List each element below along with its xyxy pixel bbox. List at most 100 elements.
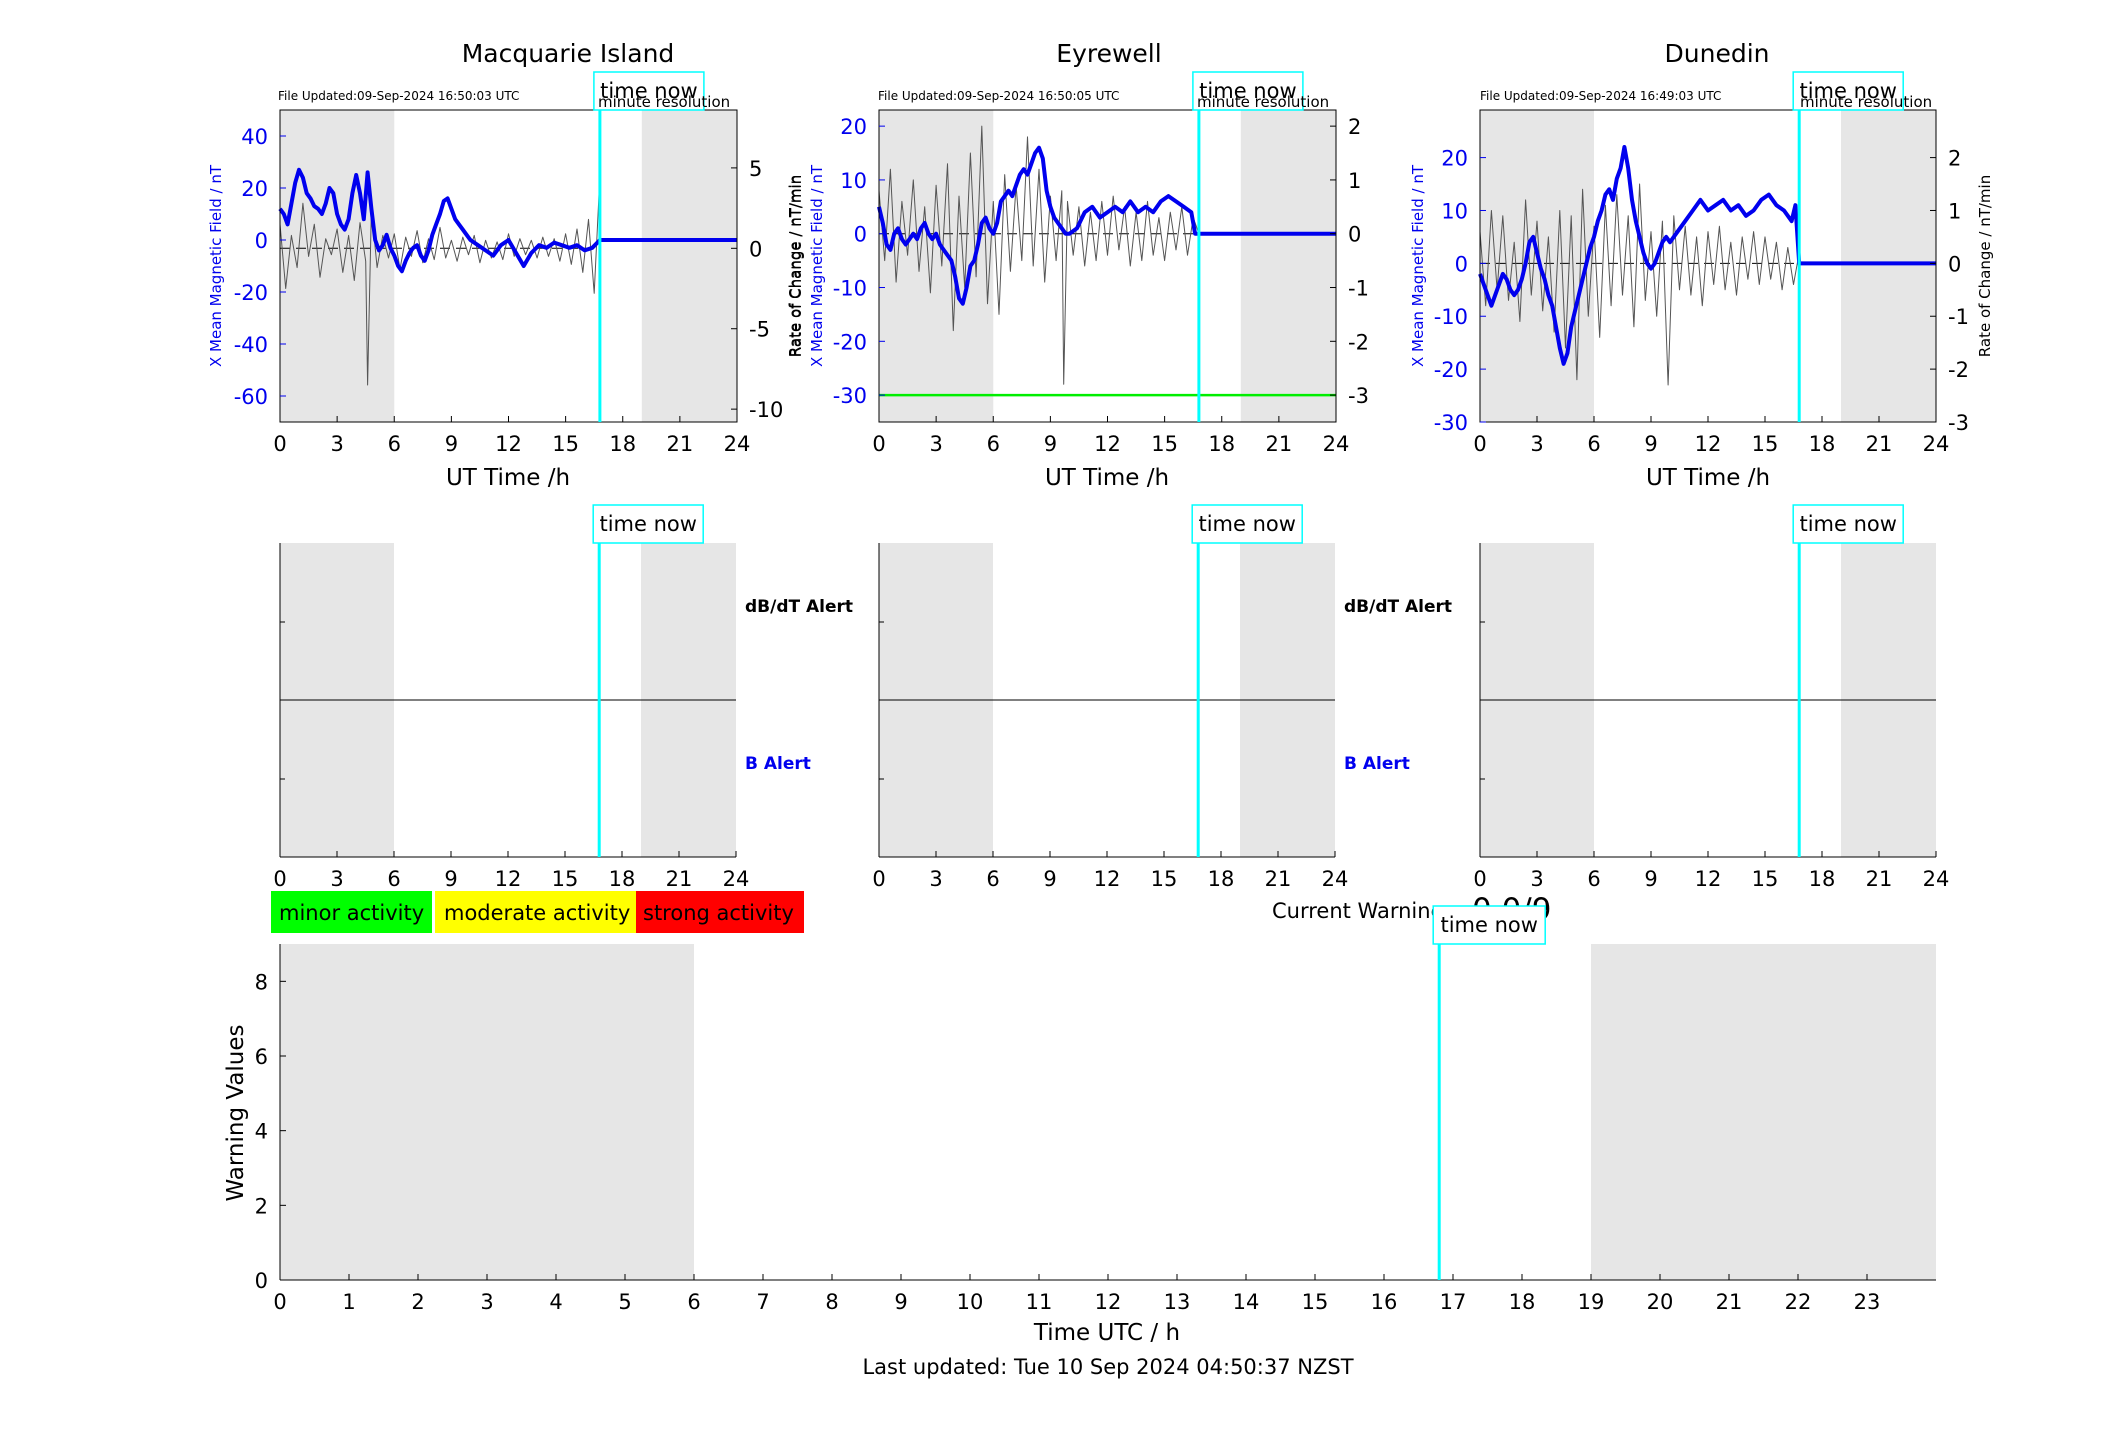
x-tick-label: 10 [957, 1290, 984, 1314]
x-tick-label: 2 [411, 1290, 424, 1314]
time-now-box: time now [1792, 71, 1904, 111]
right-y-tick-label: 2 [1948, 147, 1961, 171]
right-y-tick-label: -1 [1948, 305, 1969, 329]
time-now-frame [1792, 71, 1904, 111]
right-y-tick-label: 2 [1348, 115, 1361, 139]
x-tick-label: 0 [872, 867, 885, 891]
x-tick-label: 3 [480, 1290, 493, 1314]
left-y-axis-ticks: -60 -40 -20 0 20 40 [234, 125, 286, 409]
x-tick-label: 12 [495, 867, 522, 891]
x-axis-label: UT Time /h [1646, 465, 1770, 491]
file-updated-text: File Updated:09-Sep-2024 16:50:05 UTC [878, 89, 1119, 103]
x-tick-label: 17 [1440, 1290, 1467, 1314]
x-tick-label: 12 [495, 432, 522, 456]
x-tick-label: 19 [1578, 1290, 1605, 1314]
x-tick-label: 6 [987, 432, 1000, 456]
x-axis-ticks: 0 3 6 9 12 15 18 21 24 [872, 851, 1348, 891]
x-tick-label: 7 [756, 1290, 769, 1314]
right-y-tick-label: -2 [1348, 330, 1369, 354]
x-tick-label: 21 [1265, 867, 1292, 891]
time-now-frame [593, 71, 705, 111]
x-tick-label: 14 [1233, 1290, 1260, 1314]
right-y-tick-label: 1 [1348, 169, 1361, 193]
x-tick-label: 12 [1695, 432, 1722, 456]
x-tick-label: 0 [1473, 867, 1486, 891]
left-y-tick-label: -10 [1434, 305, 1468, 329]
night-shade [280, 944, 694, 1280]
file-updated-text: File Updated:09-Sep-2024 16:49:03 UTC [1480, 89, 1721, 103]
x-tick-label: 9 [1644, 867, 1657, 891]
time-now-frame [1432, 905, 1546, 945]
magnetic-field-series [1478, 145, 1936, 366]
left-y-tick-label: 0 [255, 229, 268, 253]
time-now-label: time now [1799, 512, 1896, 536]
x-tick-label: 21 [666, 867, 693, 891]
right-y-axis-label: Rate of Change / nT/min [1976, 175, 1994, 357]
time-now-box: time now [1792, 504, 1904, 544]
left-y-tick-label: 10 [1441, 199, 1468, 223]
x-tick-label: 24 [724, 432, 751, 456]
left-y-tick-label: -30 [833, 384, 867, 408]
x-tick-label: 11 [1026, 1290, 1053, 1314]
right-y-tick-label: -3 [1348, 384, 1369, 408]
resolution-label: minute resolution [1800, 93, 1932, 111]
left-y-axis-ticks: -30 -20 -10 0 10 20 [833, 115, 885, 408]
x-axis-label: UT Time /h [446, 465, 570, 491]
time-now-label: time now [1799, 79, 1896, 103]
x-tick-label: 15 [1302, 1290, 1329, 1314]
x-tick-label: 3 [1530, 432, 1543, 456]
left-y-tick-label: 0 [1455, 252, 1468, 276]
x-axis-ticks: 0 1 2 3 4 5 6 7 8 9 10 11 12 13 14 15 16 17 18 19 20 21 22 23 [273, 1274, 1880, 1314]
warning-values-panel: 0 1 2 3 4 5 6 7 8 9 10 11 12 13 14 15 16 17 18 19 20 21 22 23 0… [223, 905, 1936, 1346]
b-alert-label: B Alert [745, 754, 811, 774]
right-y-axis-ticks: -3 -2 -1 0 1 2 [1330, 115, 1369, 408]
x-tick-label: 9 [445, 432, 458, 456]
time-now-label: time now [1198, 512, 1295, 536]
x-tick-label: 9 [1044, 432, 1057, 456]
magnetic-field-series [877, 145, 1336, 306]
x-axis-ticks: 0 3 6 9 12 15 18 21 24 [273, 416, 750, 456]
alert-panel-2: 0 3 6 9 12 15 18 21 24 time now dB/dT Alert B Al… [872, 504, 1452, 891]
x-tick-label: 9 [1644, 432, 1657, 456]
left-y-tick-label: -40 [234, 333, 268, 357]
x-tick-label: 21 [1866, 867, 1893, 891]
time-now-box: time now [1192, 71, 1304, 111]
right-y-tick-label: -2 [1948, 358, 1969, 382]
left-y-axis-label: X Mean Magnetic Field / nT [808, 164, 826, 367]
left-y-tick-label: -60 [234, 385, 268, 409]
x-tick-label: 6 [1587, 432, 1600, 456]
night-shade [1240, 110, 1336, 422]
right-y-tick-label: -3 [1948, 411, 1969, 435]
x-axis-label: UT Time /h [1045, 465, 1169, 491]
x-tick-label: 23 [1854, 1290, 1881, 1314]
time-now-box: time now [1432, 905, 1546, 945]
x-tick-label: 21 [667, 432, 694, 456]
left-y-tick-label: -20 [234, 281, 268, 305]
night-shade [1591, 944, 1936, 1280]
x-tick-label: 15 [1752, 867, 1779, 891]
x-tick-label: 18 [1208, 867, 1235, 891]
x-tick-label: 9 [444, 867, 457, 891]
x-tick-label: 16 [1371, 1290, 1398, 1314]
moderate-activity-label: moderate activity [444, 901, 630, 925]
x-tick-label: 12 [1094, 867, 1121, 891]
time-now-label: time now [1199, 79, 1296, 103]
night-shade-group [879, 110, 1336, 422]
x-tick-label: 0 [872, 432, 885, 456]
x-axis-ticks: 0 3 6 9 12 15 18 21 24 [1473, 851, 1949, 891]
left-y-tick-label: 20 [1441, 147, 1468, 171]
x-tick-label: 21 [1266, 432, 1293, 456]
x-tick-label: 12 [1094, 432, 1121, 456]
time-now-frame [592, 504, 704, 544]
time-now-frame [1792, 504, 1904, 544]
x-tick-label: 0 [273, 1290, 286, 1314]
night-shade-group [280, 944, 1936, 1280]
x-tick-label: 6 [986, 867, 999, 891]
x-tick-label: 4 [549, 1290, 562, 1314]
time-now-label: time now [600, 79, 697, 103]
strong-activity-label: strong activity [643, 901, 794, 925]
activity-legend: minor activity moderate activity strong … [271, 891, 804, 933]
macquarie-island-panel: 0 3 6 9 12 15 18 21 24 -60 -40 -20 0 20 40 -10 -5 0 5 ti… [207, 39, 804, 491]
resolution-label: minute resolution [1197, 93, 1329, 111]
